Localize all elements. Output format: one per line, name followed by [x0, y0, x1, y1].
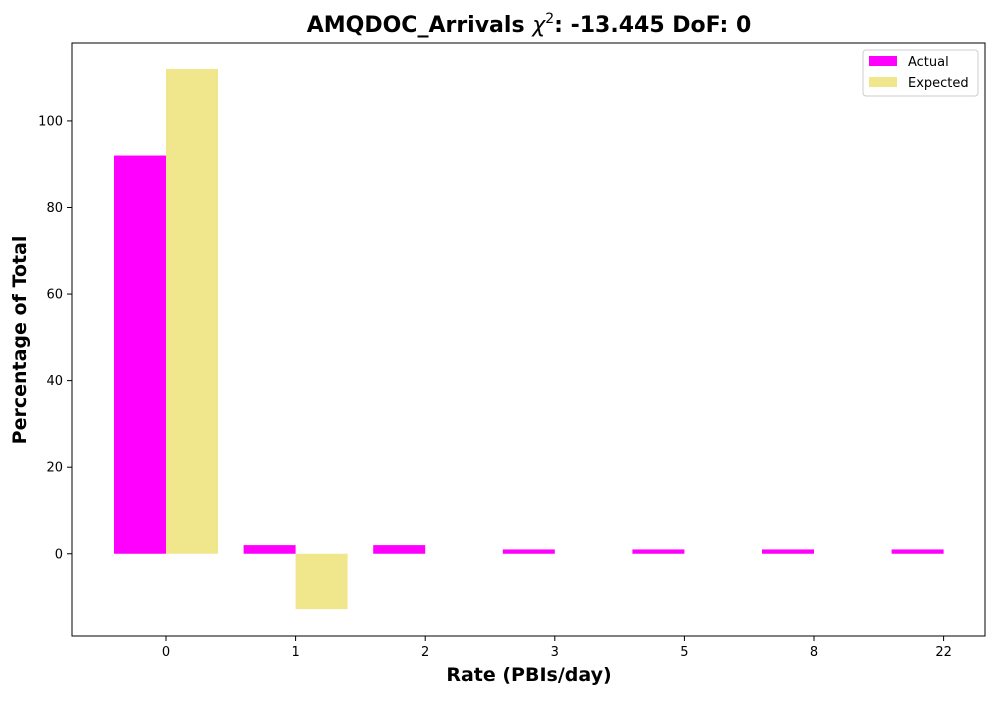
bars-layer — [114, 68, 944, 610]
bar-expected-0 — [166, 68, 218, 554]
y-tick-label: 40 — [46, 374, 63, 389]
x-tick-label: 3 — [551, 645, 559, 660]
bar-expected-1 — [295, 553, 348, 610]
legend: Actual Expected — [862, 49, 979, 97]
chart-title: AMQDOC_Arrivals χ2: -13.445 DoF: 0 — [307, 11, 752, 38]
title-chi: χ — [531, 13, 546, 38]
x-tick-label: 0 — [162, 645, 170, 660]
legend-label-expected: Expected — [908, 76, 969, 91]
bar-actual-5 — [632, 549, 685, 554]
x-tick-label: 2 — [421, 645, 429, 660]
x-axis-ticks: 0 1 2 3 5 8 22 — [162, 636, 952, 660]
bar-actual-2 — [373, 545, 426, 554]
bar-actual-3 — [502, 549, 555, 554]
legend-label-actual: Actual — [908, 55, 949, 70]
bar-actual-1 — [243, 545, 296, 554]
y-tick-label: 0 — [55, 547, 63, 562]
bar-actual-0 — [114, 155, 166, 554]
title-prefix: AMQDOC_Arrivals — [307, 13, 532, 38]
y-axis-label: Percentage of Total — [9, 236, 31, 445]
y-tick-label: 20 — [46, 461, 63, 476]
y-tick-label: 60 — [46, 288, 63, 303]
bar-actual-8 — [762, 549, 814, 554]
x-tick-label: 8 — [810, 645, 818, 660]
x-tick-label: 1 — [291, 645, 299, 660]
bar-actual-22 — [891, 549, 944, 554]
legend-swatch-actual — [869, 56, 897, 66]
x-tick-label: 5 — [680, 645, 688, 660]
y-axis-ticks: 0 20 40 60 80 100 — [38, 114, 72, 562]
title-sup: 2 — [545, 11, 554, 27]
title-suffix: : -13.445 DoF: 0 — [554, 13, 751, 38]
x-axis-label: Rate (PBIs/day) — [446, 664, 611, 686]
legend-swatch-expected — [869, 77, 897, 87]
plot-frame — [71, 42, 986, 637]
y-tick-label: 100 — [38, 114, 63, 129]
x-tick-label: 22 — [935, 645, 952, 660]
y-tick-label: 80 — [46, 201, 63, 216]
